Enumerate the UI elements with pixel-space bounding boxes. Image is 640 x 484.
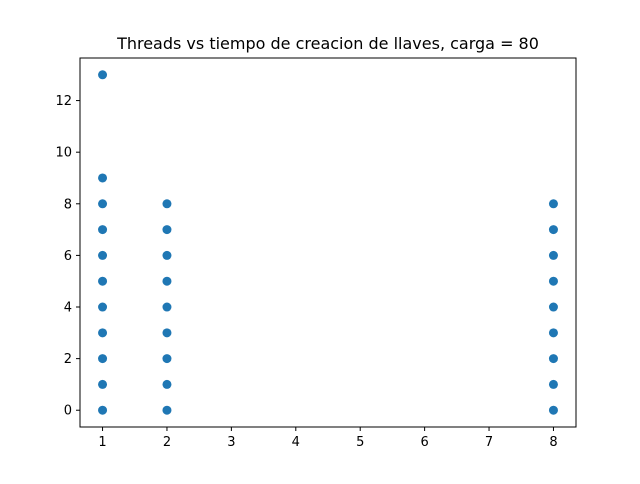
x-tick-label: 7	[485, 435, 493, 450]
x-tick-label: 3	[227, 435, 235, 450]
scatter-point	[162, 328, 172, 338]
scatter-point	[162, 354, 172, 364]
y-tick-label: 0	[64, 404, 72, 419]
scatter-point	[98, 354, 108, 364]
x-tick-label: 2	[163, 435, 171, 450]
scatter-point	[162, 379, 172, 389]
y-tick-label: 4	[64, 301, 72, 316]
scatter-point	[162, 199, 172, 209]
scatter-point	[548, 199, 558, 209]
scatter-point	[548, 276, 558, 286]
y-tick-label: 2	[64, 352, 72, 367]
scatter-point	[548, 225, 558, 235]
scatter-point	[98, 199, 108, 209]
y-tick-label: 6	[64, 249, 72, 264]
x-tick-label: 6	[420, 435, 428, 450]
scatter-point	[548, 354, 558, 364]
scatter-point	[548, 250, 558, 260]
scatter-point	[98, 225, 108, 235]
scatter-point	[162, 225, 172, 235]
scatter-point	[98, 70, 108, 80]
scatter-point	[162, 250, 172, 260]
y-tick-label: 8	[64, 197, 72, 212]
scatter-point	[162, 276, 172, 286]
y-tick-label: 12	[55, 94, 72, 109]
scatter-point	[98, 276, 108, 286]
scatter-point	[162, 302, 172, 312]
scatter-point	[98, 379, 108, 389]
x-tick-label: 5	[356, 435, 364, 450]
x-tick-label: 4	[292, 435, 300, 450]
scatter-point	[98, 405, 108, 415]
scatter-point	[548, 379, 558, 389]
y-tick-label: 10	[55, 146, 72, 161]
chart-title: Threads vs tiempo de creacion de llaves,…	[116, 34, 539, 53]
scatter-point	[98, 250, 108, 260]
scatter-point	[98, 173, 108, 183]
scatter-point	[162, 405, 172, 415]
scatter-point	[548, 405, 558, 415]
plot-area-frame	[79, 57, 577, 428]
scatter-point	[98, 328, 108, 338]
scatter-point	[548, 302, 558, 312]
scatter-point	[98, 302, 108, 312]
x-tick-label: 1	[98, 435, 106, 450]
x-tick-label: 8	[549, 435, 557, 450]
points-layer	[98, 70, 558, 415]
scatter-point	[548, 328, 558, 338]
